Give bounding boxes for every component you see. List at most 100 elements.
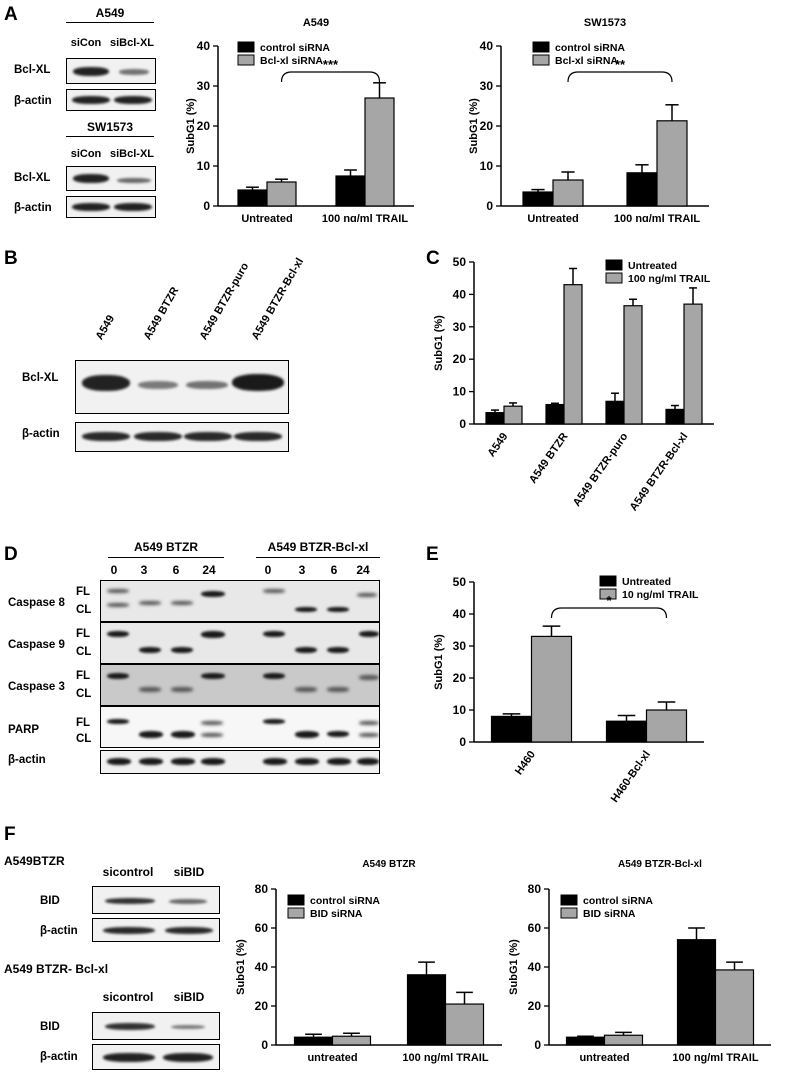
y-tick-label: 80 [528,882,542,896]
legend-swatch [605,259,623,271]
row-label: BID [40,895,60,907]
legend-label: control siRNA [583,895,653,907]
blot-strip [100,622,380,664]
chart-title: SW1573 [584,17,626,29]
y-tick-label: 20 [453,671,467,685]
legend-label: control siRNA [555,42,625,54]
y-tick-label: 20 [453,352,467,366]
timepoint-label: 24 [202,563,216,577]
bar [623,305,643,425]
bar [626,172,658,207]
band [169,899,207,904]
y-tick-label: 20 [528,999,542,1013]
y-tick-label: 20 [255,999,269,1013]
legend-swatch [599,575,617,587]
timepoint-label: 24 [356,563,370,577]
y-tick-label: 0 [534,1038,541,1052]
bar [676,939,717,1046]
bar [563,284,583,425]
row-label: β-actin [8,754,46,766]
bar [605,400,625,425]
panel-label-e: E [426,544,439,565]
lane-group-rule [108,557,224,558]
significance-label: ** [615,57,626,72]
significance-bracket [567,71,673,83]
cl-label: CL [76,604,92,616]
blot-cell-line: A549 BTZR- Bcl-xl [4,962,109,976]
bar [714,969,755,1046]
fl-label: FL [76,586,91,598]
band [117,178,151,183]
group-label: A549 BTZR [133,540,198,554]
band [163,1053,213,1062]
y-tick-label: 0 [261,1038,268,1052]
lane-label: siBID [173,990,205,1004]
lane-label: A549 BTZR [141,285,182,342]
y-tick-label: 60 [528,921,542,935]
row-label: β-actin [40,925,78,937]
blot-strip [92,918,220,942]
band [82,375,130,391]
chart-title: A549 BTZR [362,859,416,870]
timepoint-label: 6 [330,563,338,577]
row-label: BID [40,1021,60,1033]
y-tick-label: 10 [480,159,494,173]
y-tick-label: 30 [453,639,467,653]
y-tick-label: 60 [255,921,269,935]
band [232,374,284,391]
panel-label-b: B [4,248,18,269]
band [105,898,155,904]
row-label: Caspase 9 [8,639,65,651]
legend-swatch [532,54,550,66]
bar [444,1003,485,1046]
fl-label: FL [76,717,91,729]
legend-swatch [532,41,550,53]
y-tick-label: 20 [197,119,211,133]
blot-strip [100,580,380,622]
blot-cell-line: SW1573 [86,120,134,134]
significance-label: *** [323,57,339,72]
legend-label: BID siRNA [310,908,363,920]
lane-label: siBcl-XL [109,37,154,49]
lane-group-rule [256,557,380,558]
lane-label: sicontrol [102,990,154,1004]
lane-group-rule [66,136,154,137]
bar [683,303,703,425]
row-label: PARP [8,724,40,736]
band [138,381,178,389]
fl-label: FL [76,670,91,682]
bar [605,720,648,743]
x-tick-label: Untreated [241,213,292,222]
bar [603,1034,644,1046]
legend-swatch [237,41,255,53]
y-tick-label: 10 [197,159,211,173]
lane-label: A549 [93,313,118,342]
lane-label: siBID [173,865,205,879]
row-label: β-actin [22,428,60,440]
timepoint-label: 0 [110,563,118,577]
row-label: Caspase 8 [8,597,65,609]
chart-title: A549 [303,17,329,29]
panel-label-d: D [4,544,18,565]
x-tick-label: A549 BTZR [527,431,571,486]
chart-title: A549 BTZR-Bcl-xl [618,859,702,870]
legend-label: Untreated [628,260,677,272]
y-tick-label: 80 [255,882,269,896]
band [186,381,228,389]
lane-label: A549 BTZR-Bcl-xl [249,256,307,342]
band [114,203,152,211]
panel-label-a: A [4,4,18,25]
y-tick-label: 40 [453,607,467,621]
timepoint-label: 3 [298,563,306,577]
bar [237,189,268,207]
legend-swatch [287,907,305,919]
y-tick-label: 40 [480,39,494,53]
bar [490,715,533,743]
bar [485,412,505,425]
y-axis-label: SubG1 (%) [433,634,445,690]
y-tick-label: 40 [197,39,211,53]
chart-f-bclxl: A549 BTZR-Bcl-xl 0 20 40 60 80 SubG1 (%) untrea… [508,859,771,1064]
bar [530,635,573,743]
band [184,432,232,441]
